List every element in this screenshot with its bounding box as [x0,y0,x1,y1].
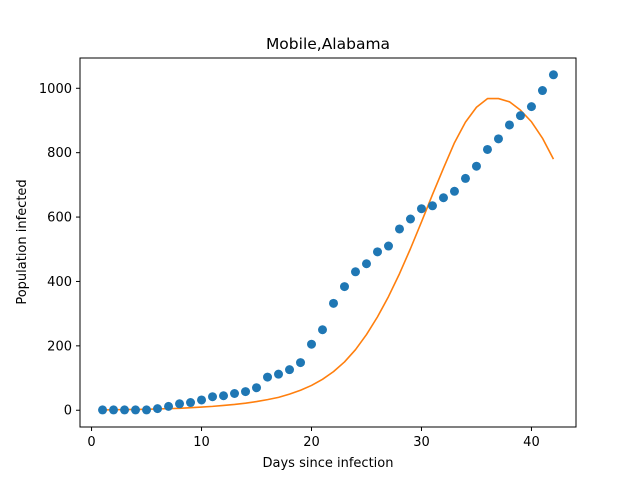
data-point [329,298,338,308]
data-point [230,389,240,398]
x-tick-label: 20 [303,435,320,450]
x-axis: 0 10 20 30 40 [87,427,540,450]
y-axis: 0 200 400 600 800 1000 [39,82,80,419]
data-point [241,387,251,397]
plot-area [98,70,558,415]
data-point [416,204,426,214]
data-point [504,120,514,130]
data-point [318,325,327,335]
data-point [394,224,404,234]
data-point [98,405,108,415]
data-point [153,404,163,414]
data-point [361,259,371,269]
data-point [274,369,284,379]
data-point [482,144,492,154]
data-point [109,405,119,415]
data-point [340,282,349,292]
data-point [438,193,448,203]
data-point [350,267,360,277]
y-tick-label: 400 [47,275,72,290]
y-tick-label: 800 [47,146,72,161]
data-point [526,102,536,112]
data-point [120,405,130,415]
x-axis-label: Days since infection [263,456,394,471]
x-tick-label: 30 [413,435,430,450]
data-point [383,241,393,251]
data-point [142,405,152,415]
y-axis-label: Population infected [15,179,30,304]
data-point [186,398,196,408]
data-point [515,111,525,121]
data-point [296,358,306,368]
y-tick-label: 0 [64,404,72,419]
chart-title: Mobile,Alabama [266,35,390,53]
y-tick-label: 1000 [39,82,72,97]
x-tick-label: 10 [193,435,210,450]
x-tick-label: 40 [523,435,540,450]
axes-frame [79,57,577,428]
data-point [372,247,382,257]
data-point [219,391,229,401]
data-point [208,392,218,402]
data-point [131,405,141,415]
data-point [548,70,558,80]
x-tick-label: 0 [87,435,95,450]
data-point [285,365,295,375]
data-point [164,401,174,411]
model-curve-line [102,97,555,411]
data-point [537,86,547,96]
data-point [252,383,262,393]
data-point [471,161,481,171]
data-point [449,186,459,196]
y-tick-label: 600 [47,211,72,226]
data-point [197,395,207,405]
data-point [493,134,503,144]
data-point [263,372,273,382]
data-point [427,201,437,211]
data-point [405,214,415,224]
data-point [460,173,470,183]
y-tick-label: 200 [47,339,72,354]
data-point [307,339,316,349]
data-point [175,399,185,409]
